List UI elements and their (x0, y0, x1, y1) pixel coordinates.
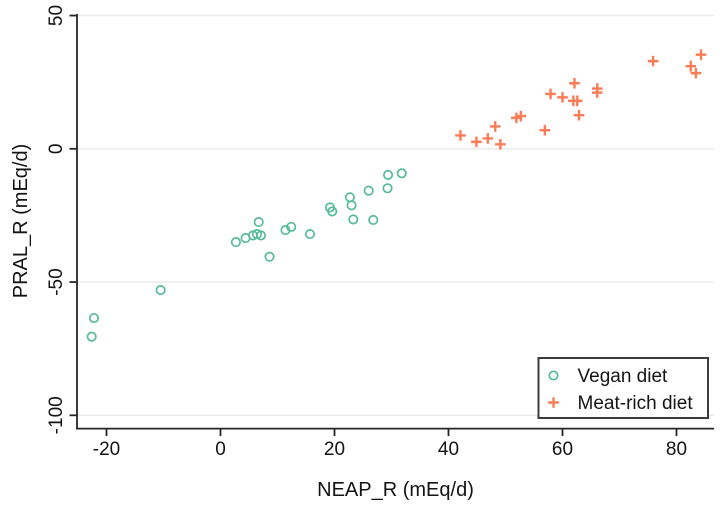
x-tick-label: 0 (215, 439, 226, 460)
x-axis-title: NEAP_R (mEq/d) (317, 479, 474, 501)
x-tick-label: 80 (666, 439, 687, 460)
data-point-vegan (88, 312, 100, 324)
data-point-vegan (382, 183, 393, 194)
data-point-meat (455, 130, 466, 141)
data-point-vegan (253, 217, 264, 228)
data-point-vegan (344, 192, 355, 203)
gridlines (77, 14, 714, 416)
legend-label-meat: Meat-rich diet (578, 393, 694, 414)
data-point-meat (572, 95, 583, 107)
data-point-vegan (230, 237, 241, 248)
data-point-meat (690, 67, 702, 79)
legend: Vegan diet Meat-rich diet (537, 357, 709, 419)
y-tick-label: -100 (46, 396, 67, 434)
data-point-meat (591, 83, 603, 94)
data-point-vegan (383, 169, 394, 180)
data-point-vegan (396, 168, 407, 179)
y-axis-ticks: 50 0 -50 -100 (46, 5, 77, 434)
legend-label-vegan: Vegan diet (578, 366, 669, 387)
data-point-meat (573, 109, 585, 121)
x-axis-ticks: -20 0 20 40 60 80 (93, 428, 687, 460)
x-tick-label: 60 (552, 439, 573, 460)
y-tick-label: 0 (46, 144, 67, 155)
data-point-vegan (304, 229, 316, 240)
data-point-vegan (255, 230, 267, 241)
data-point-vegan (363, 185, 374, 196)
meat-series-points (455, 49, 707, 150)
data-point-meat (539, 124, 551, 136)
data-point-meat (515, 110, 527, 122)
y-tick-label: -50 (46, 268, 67, 295)
data-point-vegan (155, 284, 166, 296)
y-tick-label: 50 (46, 5, 67, 26)
data-point-meat (495, 138, 506, 150)
data-point-meat (471, 136, 482, 148)
data-point-vegan (368, 214, 379, 226)
x-tick-label: 40 (438, 439, 459, 460)
data-point-meat (489, 121, 501, 132)
data-point-meat (569, 77, 580, 89)
data-point-vegan (264, 251, 275, 262)
x-tick-label: -20 (93, 439, 120, 460)
data-point-meat (647, 55, 659, 67)
data-point-meat (685, 60, 697, 72)
data-point-vegan (346, 200, 357, 211)
data-point-meat (482, 133, 494, 144)
data-point-meat (695, 49, 707, 61)
x-tick-label: 20 (324, 439, 345, 460)
vegan-circle-marker-icon (548, 370, 559, 381)
data-point-meat (557, 92, 568, 103)
vegan-series-points (86, 168, 407, 342)
data-point-vegan (86, 331, 97, 342)
data-point-vegan (327, 206, 338, 217)
data-point-vegan (286, 221, 297, 232)
axes (76, 14, 714, 430)
meat-plus-marker-icon (548, 397, 559, 408)
y-axis-title: PRAL_R (mEq/d) (10, 144, 32, 299)
data-point-vegan (348, 214, 359, 225)
legend-border-box (537, 357, 709, 419)
data-point-meat (545, 88, 556, 100)
